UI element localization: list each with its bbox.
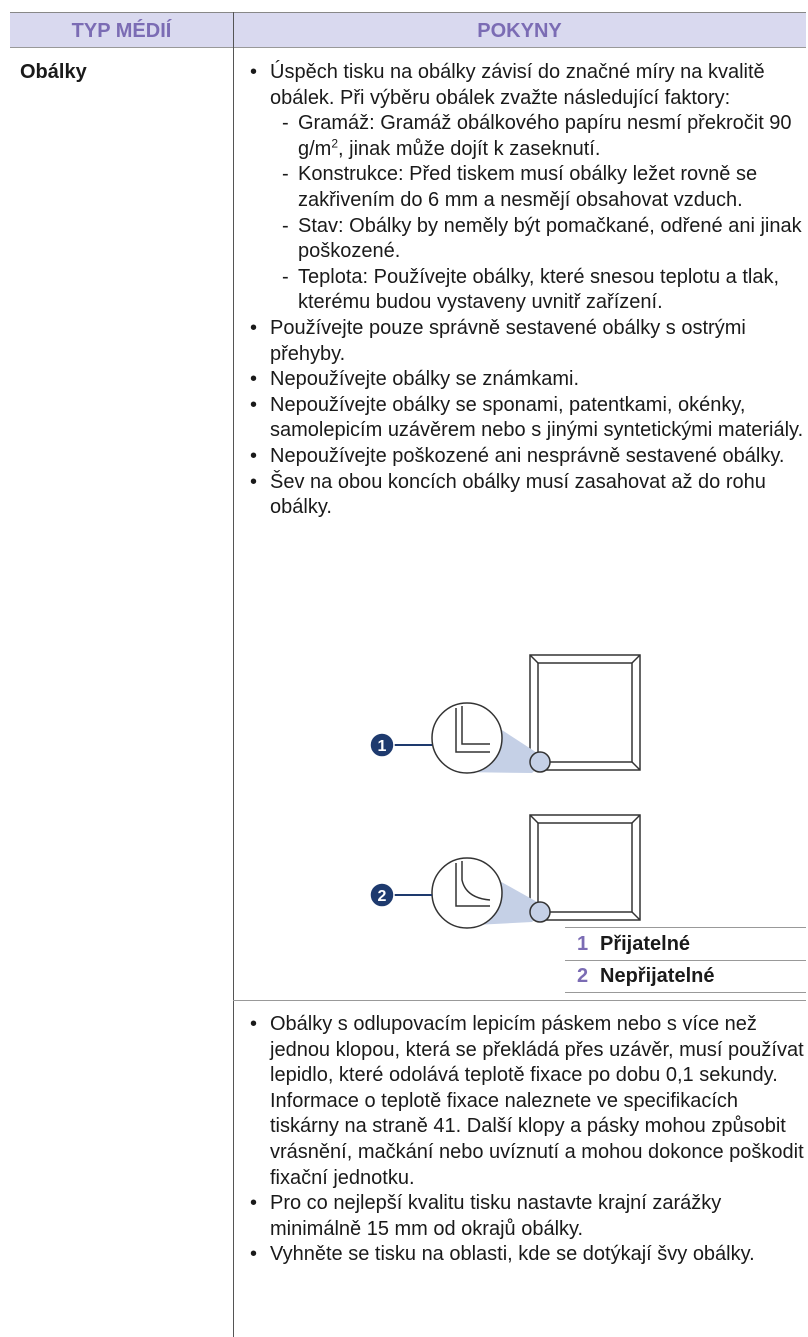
guideline-list: • Obálky s odlupovacím lepicím páskem neb…: [250, 1012, 806, 1268]
item-text: Pro co nejlepší kvalitu tisku nastavte k…: [270, 1192, 722, 1240]
list-item: • Šev na obou koncích obálky musí zasahov…: [250, 470, 806, 521]
callout-number: 1: [378, 738, 387, 755]
superscript: 2: [331, 136, 339, 151]
sub-item-text: Stav: Obálky by neměly být pomačkané, od…: [298, 214, 802, 263]
bullet: •: [250, 316, 258, 339]
bullet: •: [250, 470, 258, 493]
legend-label: Přijatelné: [600, 933, 691, 955]
legend-number: 2: [577, 965, 589, 987]
list-item: • Úspěch tisku na obálky závisí do značné…: [250, 60, 806, 316]
callout-number: 2: [378, 888, 387, 905]
sub-item: - Gramáž: Gramáž obálkového papíru nesmí …: [270, 111, 806, 162]
sub-item: - Teplota: Používejte obálky, které sneso…: [270, 265, 806, 316]
list-item: • Používejte pouze správně sestavené obál…: [250, 316, 806, 367]
bullet: •: [250, 61, 258, 83]
dash: -: [282, 214, 289, 237]
sub-item-text: Gramáž: Gramáž obálkového papíru nesmí p…: [298, 112, 792, 160]
item-text: Obálky s odlupovacím lepicím páskem nebo…: [270, 1013, 804, 1189]
item-text: Nepoužívejte poškozené ani nesprávně ses…: [270, 444, 785, 467]
media-type: Obálky: [20, 61, 87, 83]
legend-row: 2 Nepřijatelné: [565, 961, 806, 993]
bullet: •: [250, 444, 258, 467]
item-text: Používejte pouze správně sestavené obálk…: [270, 316, 746, 365]
item-text: Nepoužívejte obálky se sponami, patentka…: [270, 393, 804, 442]
list-item: • Vyhněte se tisku na oblasti, kde se dot…: [250, 1242, 806, 1268]
bullet: •: [250, 368, 258, 391]
list-item: • Nepoužívejte poškozené ani nesprávně se…: [250, 444, 806, 470]
list-item: • Pro co nejlepší kvalitu tisku nastavte …: [250, 1191, 806, 1242]
bullet: •: [250, 1192, 258, 1215]
dash: -: [282, 163, 289, 186]
bullet: •: [250, 1013, 258, 1035]
sub-item-text: , jinak může dojít k zaseknutí.: [338, 137, 601, 160]
guideline-list: • Úspěch tisku na obálky závisí do značné…: [250, 60, 806, 521]
item-text: Nepoužívejte obálky se známkami.: [270, 368, 580, 391]
list-item: • Nepoužívejte obálky se známkami.: [250, 367, 806, 393]
envelope-figure: [369, 654, 641, 929]
sub-item-text: Konstrukce: Před tiskem musí obálky leže…: [298, 163, 758, 211]
table-header: TYP MÉDIÍ POKYNY: [10, 12, 806, 48]
dash: -: [282, 112, 289, 135]
legend-label: Nepřijatelné: [600, 965, 715, 987]
legend-number: 1: [577, 933, 589, 955]
bullet: •: [250, 393, 258, 416]
sub-item: - Konstrukce: Před tiskem musí obálky lež…: [270, 162, 806, 213]
header-cell: POKYNY: [477, 20, 562, 42]
bullet: •: [250, 1243, 258, 1266]
item-text: Vyhněte se tisku na oblasti, kde se dotý…: [270, 1243, 755, 1266]
header-cell: TYP MÉDIÍ: [71, 20, 172, 42]
sub-item-text: Teplota: Používejte obálky, které snesou…: [298, 265, 780, 314]
list-item: • Obálky s odlupovacím lepicím páskem neb…: [250, 1012, 806, 1191]
legend-row: 1 Přijatelné: [565, 929, 806, 961]
list-item: • Nepoužívejte obálky se sponami, patentk…: [250, 393, 806, 444]
item-text: Šev na obou koncích obálky musí zasahova…: [270, 470, 766, 519]
item-text: Úspěch tisku na obálky závisí do značné …: [270, 61, 765, 109]
dash: -: [282, 265, 289, 288]
sub-item: - Stav: Obálky by neměly být pomačkané, o…: [270, 214, 806, 265]
